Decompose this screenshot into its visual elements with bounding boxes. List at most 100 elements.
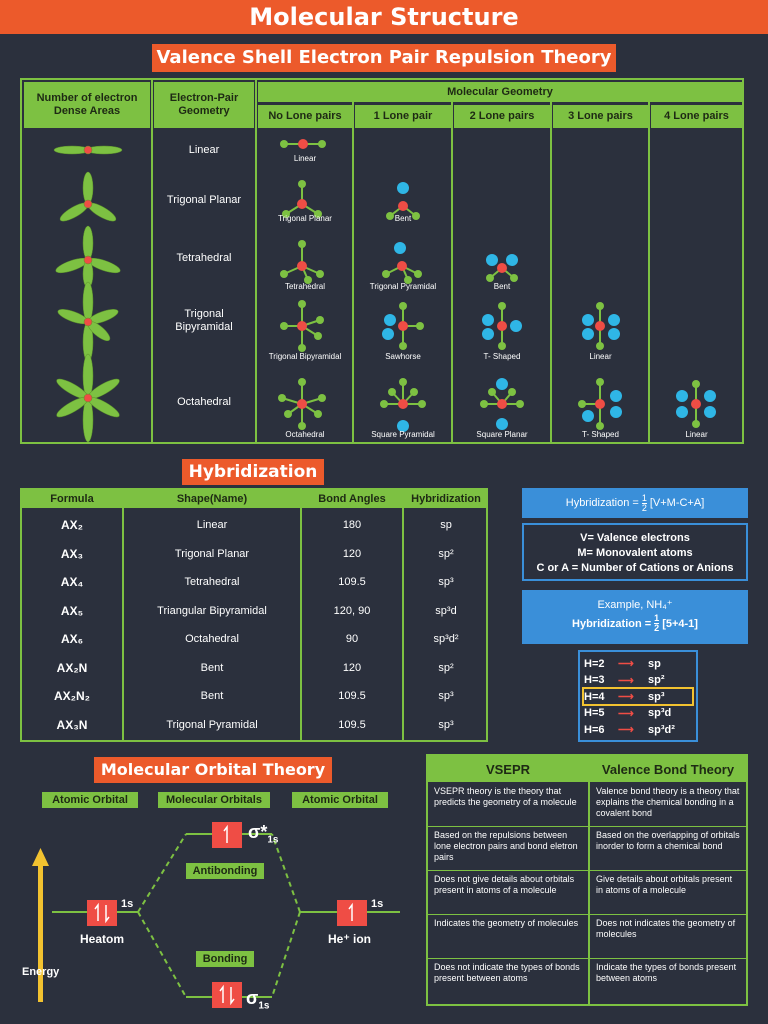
- shape-trigonal-bipyramidal: Trigonal Bipyramidal: [268, 352, 342, 361]
- arrow-right-icon: ⟶: [618, 658, 634, 670]
- mapping-h: H=2: [584, 657, 605, 670]
- mapping-row: H=5 ⟶ sp³d: [584, 706, 692, 721]
- sigma-symbol: σ: [246, 988, 259, 1008]
- geometry-tetrahedral: Tetrahedral: [176, 252, 232, 264]
- shape-sawhorse: Sawhorse: [385, 352, 421, 361]
- hyb-cell-angle: 109.5: [338, 718, 366, 731]
- header-electron-geometry: Electron-Pair Geometry: [154, 82, 254, 128]
- header-lone-1: 1 Lone pair: [355, 105, 451, 128]
- sigma-star-label: σ*1s: [248, 822, 278, 846]
- compare-cell-vsepr: Based on the repulsions between lone ele…: [434, 830, 578, 862]
- hybridization-title: Hybridization: [182, 459, 324, 485]
- mapping-type: sp³d²: [648, 723, 675, 736]
- mo-title: Molecular Orbital Theory: [94, 757, 332, 783]
- arrow-right-icon: ⟶: [618, 724, 634, 736]
- hyb-cell-shape: Bent: [200, 690, 224, 702]
- arrow-right-icon: ⟶: [618, 674, 634, 687]
- hyb-cell-formula: AX₄: [60, 575, 84, 589]
- hyb-cell-hyb: sp³d: [435, 604, 457, 617]
- geometry-octahedral: Octahedral: [177, 396, 231, 408]
- shape-square-pyramidal: Square Pyramidal: [371, 430, 435, 439]
- shape-linear-3: Linear: [589, 352, 612, 361]
- hyb-header-angles: Bond Angles: [302, 490, 402, 508]
- header-lone-3: 3 Lone pairs: [553, 105, 648, 128]
- shape-t-shaped-1: T- Shaped: [483, 352, 521, 361]
- formula-fraction: 1 2: [641, 493, 647, 513]
- compare-cell-vsepr: VSEPR theory is the theory that predicts…: [434, 786, 577, 807]
- hyb-cell-angle: 90: [345, 633, 359, 645]
- hyb-cell-angle: 109.5: [338, 690, 366, 702]
- shape-octahedral: Octahedral: [285, 430, 325, 439]
- mapping-h: H=4: [584, 690, 605, 703]
- sigma-sub: 1s: [258, 1000, 270, 1012]
- hyb-cell-angle: 120, 90: [333, 604, 371, 617]
- compare-cell-vbt: Indicate the types of bonds present betw…: [596, 962, 737, 983]
- vsepr-molecules: [53, 139, 716, 442]
- mapping-row: H=4 ⟶ sp³: [582, 687, 694, 706]
- header-dense-areas: Number of electron Dense Areas: [24, 82, 150, 128]
- example-den: 2: [654, 623, 660, 633]
- shape-tetrahedral: Tetrahedral: [284, 282, 326, 291]
- shape-trigonal-planar: Trigonal Planar: [278, 214, 332, 223]
- shape-square-planar: Square Planar: [476, 430, 528, 439]
- comparison-table: VSEPR Valence Bond Theory VSEPR theory i…: [426, 754, 748, 1006]
- hyb-cell-hyb: sp³: [438, 690, 454, 702]
- compare-cell-vbt: Does not indicates the geometry of molec…: [596, 918, 736, 939]
- formula-den: 2: [641, 502, 647, 513]
- header-molecular-geometry: Molecular Geometry: [258, 82, 742, 102]
- hyb-cell-shape: Tetrahedral: [184, 576, 240, 588]
- geometry-trigonal-bipyramidal: Trigonal Bipyramidal: [175, 308, 233, 333]
- example-num: 1: [654, 613, 660, 623]
- shape-trigonal-pyramidal: Trigonal Pyramidal: [369, 282, 437, 291]
- hyb-cell-formula: AX₃: [60, 546, 84, 561]
- example-title: Example, NH₄⁺: [597, 599, 673, 611]
- shape-bent-2: Bent: [493, 282, 511, 291]
- hyb-cell-shape: Triangular Bipyramidal: [157, 604, 267, 617]
- hyb-cell-formula: AX₃N: [56, 717, 88, 732]
- shape-linear-4: Linear: [685, 430, 708, 439]
- arrow-right-icon: ⟶: [618, 691, 634, 703]
- mapping-type: sp³d: [648, 707, 672, 719]
- mo-diagram: [32, 822, 400, 1008]
- hyb-cell-shape: Trigonal Planar: [174, 547, 250, 560]
- example-fraction: 1 2: [654, 613, 660, 633]
- molecular-orbitals-label: Molecular Orbitals: [158, 792, 270, 808]
- mapping-type: sp: [648, 657, 661, 670]
- hyb-cell-angle: 120: [342, 547, 362, 560]
- hyb-cell-hyb: sp³: [438, 576, 454, 588]
- hyb-cell-formula: AX₆: [60, 632, 84, 646]
- hyb-cell-hyb: sp³: [438, 718, 454, 731]
- header-lone-4: 4 Lone pairs: [651, 105, 742, 128]
- compare-cell-vbt: Based on the overlapping of orbitals ino…: [596, 830, 740, 851]
- atomic-orbital-right: Atomic Orbital: [292, 792, 388, 808]
- right-orbital-label: 1s: [371, 898, 384, 910]
- left-orbital-label: 1s: [121, 898, 134, 910]
- vsepr-title: Valence Shell Electron Pair Repulsion Th…: [152, 44, 616, 72]
- mapping-h: H=3: [584, 674, 605, 686]
- hyb-cell-angle: 120: [342, 661, 362, 674]
- atomic-orbital-left: Atomic Orbital: [42, 792, 138, 808]
- hyb-header-hybridization: Hybridization: [404, 490, 488, 508]
- bonding-label: Bonding: [196, 951, 254, 967]
- mapping-type: sp³: [648, 690, 665, 703]
- legend-m: M= Monovalent atoms: [577, 547, 693, 559]
- hybridization-formula: Hybridization = 1 2 [V+M-C+A]: [522, 488, 748, 518]
- hyb-cell-shape: Bent: [200, 661, 224, 674]
- right-atom-label: He⁺ ion: [328, 932, 372, 946]
- legend-ca: C or A = Number of Cations or Anions: [536, 562, 734, 574]
- hyb-cell-shape: Trigonal Pyramidal: [166, 718, 258, 731]
- hyb-header-shape: Shape(Name): [124, 490, 300, 508]
- mapping-type: sp²: [648, 674, 665, 686]
- compare-header-vsepr: VSEPR: [428, 756, 588, 782]
- mapping-row: H=3 ⟶ sp²: [584, 673, 692, 688]
- hyb-cell-shape: Octahedral: [185, 633, 239, 645]
- hybridization-mapping: H=2 ⟶ sp H=3 ⟶ sp² H=4 ⟶ sp³ H=5 ⟶ sp³d H=6 ⟶ sp³d²: [578, 650, 698, 742]
- hyb-cell-hyb: sp²: [438, 547, 454, 560]
- shape-bent-1: Bent: [394, 214, 412, 223]
- hybridization-table: Formula Shape(Name) Bond Angles Hybridiz…: [20, 488, 488, 742]
- geometry-trigonal-planar: Trigonal Planar: [166, 194, 242, 206]
- shape-t-shaped-2: T- Shaped: [582, 430, 619, 439]
- hyb-header-formula: Formula: [22, 490, 122, 508]
- page-title: Molecular Structure: [0, 0, 768, 34]
- hyb-cell-formula: AX₅: [60, 603, 84, 618]
